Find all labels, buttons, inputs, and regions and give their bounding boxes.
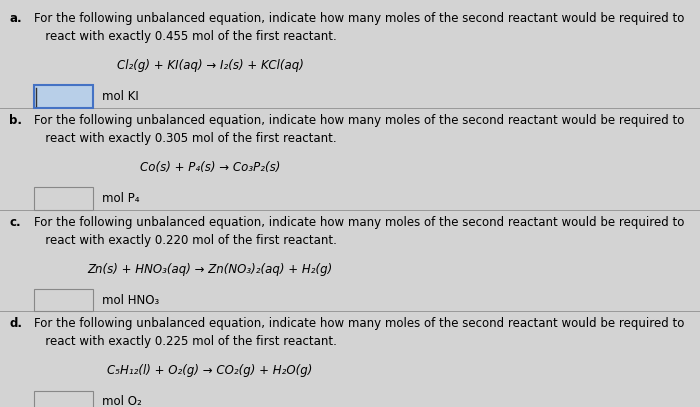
Text: b.: b. [9,114,22,127]
Text: Zn(s) + HNO₃(aq) → Zn(NO₃)₂(aq) + H₂(g): Zn(s) + HNO₃(aq) → Zn(NO₃)₂(aq) + H₂(g) [88,263,332,276]
Text: Co(s) + P₄(s) → Co₃P₂(s): Co(s) + P₄(s) → Co₃P₂(s) [140,161,280,174]
Text: mol HNO₃: mol HNO₃ [102,294,159,306]
Text: For the following unbalanced equation, indicate how many moles of the second rea: For the following unbalanced equation, i… [34,114,684,145]
Text: c.: c. [9,216,21,229]
FancyBboxPatch shape [34,85,93,108]
Text: For the following unbalanced equation, indicate how many moles of the second rea: For the following unbalanced equation, i… [34,216,684,247]
Text: a.: a. [9,12,22,25]
Text: For the following unbalanced equation, indicate how many moles of the second rea: For the following unbalanced equation, i… [34,12,684,43]
FancyBboxPatch shape [34,289,93,311]
Text: C₅H₁₂(l) + O₂(g) → CO₂(g) + H₂O(g): C₅H₁₂(l) + O₂(g) → CO₂(g) + H₂O(g) [107,364,313,377]
Text: Cl₂(g) + KI(aq) → I₂(s) + KCl(aq): Cl₂(g) + KI(aq) → I₂(s) + KCl(aq) [117,59,303,72]
Text: mol KI: mol KI [102,90,139,103]
Text: For the following unbalanced equation, indicate how many moles of the second rea: For the following unbalanced equation, i… [34,317,684,348]
Text: d.: d. [9,317,22,330]
FancyBboxPatch shape [34,391,93,407]
FancyBboxPatch shape [34,187,93,210]
Text: mol P₄: mol P₄ [102,192,139,205]
Text: mol O₂: mol O₂ [102,396,141,407]
